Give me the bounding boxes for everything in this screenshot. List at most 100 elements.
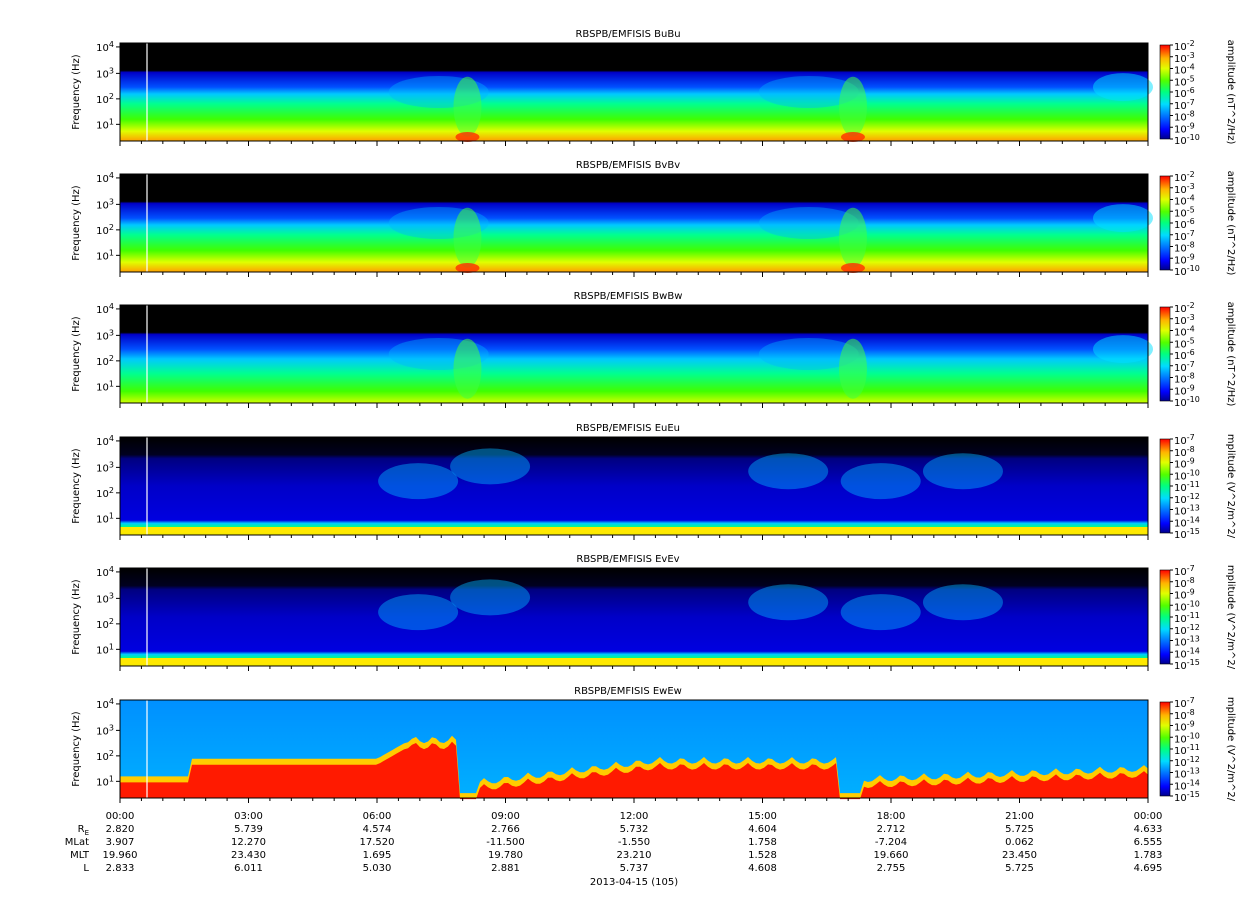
- ephemeris-value: 1.758: [748, 837, 777, 848]
- wave-emission: [748, 453, 829, 490]
- colorbar-tick-label: 10-10: [1174, 599, 1200, 613]
- spectrogram-image: [120, 437, 1148, 535]
- colorbar-tick-label: 10-13: [1174, 635, 1200, 649]
- colorbar-tick-label: 10-6: [1174, 348, 1195, 362]
- colorbar-tick-label: 10-9: [1174, 121, 1195, 135]
- x-tick-label: 18:00: [877, 811, 906, 822]
- colorbar-tick-label: 10-3: [1174, 313, 1195, 327]
- colorbar: [1159, 175, 1171, 271]
- colorbar-tick-label: 10-11: [1174, 611, 1200, 625]
- wave-emission: [838, 207, 867, 268]
- colorbar-tick-label: 10-2: [1174, 301, 1195, 315]
- wave-emission: [840, 263, 865, 273]
- colorbar-tick-label: 10-8: [1174, 241, 1195, 255]
- colorbar-tick-label: 10-9: [1174, 588, 1195, 602]
- colorbar-tick-label: 10-8: [1174, 445, 1195, 459]
- colorbar-tick-label: 10-3: [1174, 182, 1195, 196]
- colorbar-tick-label: 10-7: [1174, 564, 1195, 578]
- colorbar-label: amplitude (nT^2/Hz): [1225, 171, 1236, 276]
- ephemeris-value: 2.712: [877, 824, 906, 835]
- colorbar-tick-label: 10-12: [1174, 492, 1200, 506]
- spectrogram-panel: RBSPB/EMFISIS EwEw 101 102 103 104 Frequency …: [71, 686, 1236, 804]
- x-tick-label: 00:00: [1134, 811, 1163, 822]
- ephemeris-value: 5.030: [363, 863, 392, 874]
- ephemeris-value: 19.960: [103, 850, 138, 861]
- ephemeris-value: 5.725: [1005, 863, 1034, 874]
- colorbar-tick-label: 10-8: [1174, 576, 1195, 590]
- wave-emission: [450, 579, 531, 616]
- wave-emission: [453, 207, 482, 268]
- colorbar-tick-label: 10-9: [1174, 383, 1195, 397]
- wave-emission: [840, 132, 865, 142]
- colorbar-tick-label: 10-13: [1174, 767, 1200, 781]
- colorbar-tick-label: 10-10: [1174, 468, 1200, 482]
- wave-emission: [1093, 335, 1153, 364]
- colorbar-tick-label: 10-6: [1174, 217, 1195, 231]
- panel-title: RBSPB/EMFISIS EvEv: [576, 554, 679, 565]
- y-tick-label: 102: [96, 486, 114, 500]
- ephemeris-value: 2.881: [491, 863, 520, 874]
- ephemeris-row-label: MLat: [65, 837, 89, 848]
- y-tick-label: 104: [96, 40, 114, 54]
- ephemeris-block: 00:00 03:00 06:00 09:00 12:00 15:00 18:00 21:00…: [65, 811, 1163, 888]
- panel-title: RBSPB/EMFISIS EwEw: [574, 686, 682, 697]
- x-tick-label: 12:00: [620, 811, 649, 822]
- ephemeris-row-label: RE: [78, 824, 89, 837]
- ephemeris-value: 4.633: [1134, 824, 1163, 835]
- y-axis-label: Frequency (Hz): [71, 54, 82, 130]
- wave-emission: [758, 76, 859, 108]
- y-tick-label: 102: [96, 749, 114, 763]
- colorbar: [1159, 306, 1171, 402]
- y-tick-label: 101: [96, 117, 114, 131]
- ephemeris-value: -1.550: [618, 837, 650, 848]
- colorbar: [1159, 569, 1171, 665]
- x-tick-label: 15:00: [748, 811, 777, 822]
- colorbar-tick-label: 10-9: [1174, 720, 1195, 734]
- ephemeris-value: -7.204: [875, 837, 907, 848]
- y-axis-label: Frequency (Hz): [71, 711, 82, 787]
- wave-band: [120, 741, 1148, 800]
- colorbar-tick-label: 10-2: [1174, 39, 1195, 53]
- y-tick-label: 101: [96, 774, 114, 788]
- y-tick-label: 103: [96, 460, 114, 474]
- y-tick-label: 104: [96, 434, 114, 448]
- wave-emission: [758, 338, 859, 370]
- ephemeris-value: 23.450: [1002, 850, 1037, 861]
- ephemeris-value: 0.062: [1005, 837, 1034, 848]
- spectrogram-image: [120, 43, 1148, 141]
- x-tick-label: 06:00: [363, 811, 392, 822]
- colorbar-tick-label: 10-8: [1174, 110, 1195, 124]
- wave-emission: [838, 76, 867, 137]
- colorbar-tick-label: 10-12: [1174, 755, 1200, 769]
- ephemeris-value: 1.695: [363, 850, 392, 861]
- y-tick-label: 102: [96, 223, 114, 237]
- colorbar-tick-label: 10-15: [1174, 527, 1200, 541]
- wave-emission: [453, 338, 482, 399]
- y-tick-label: 102: [96, 92, 114, 106]
- colorbar-tick-label: 10-4: [1174, 194, 1195, 208]
- colorbar-label: mplitude (V^2/m^2/: [1225, 434, 1236, 539]
- colorbar-tick-label: 10-7: [1174, 433, 1195, 447]
- spectrogram-panel: RBSPB/EMFISIS BvBv 101 102 103 104 Frequency …: [71, 160, 1236, 278]
- spectrogram-image: [120, 568, 1148, 666]
- ephemeris-value: 19.660: [874, 850, 909, 861]
- wave-emission: [450, 448, 531, 485]
- y-tick-label: 101: [96, 511, 114, 525]
- ephemeris-value: -11.500: [486, 837, 525, 848]
- colorbar-tick-label: 10-6: [1174, 86, 1195, 100]
- colorbar-tick-label: 10-15: [1174, 790, 1200, 804]
- y-axis-label: Frequency (Hz): [71, 316, 82, 392]
- wave-emission: [453, 76, 482, 137]
- ephemeris-value: 5.737: [620, 863, 649, 874]
- date-label: 2013-04-15 (105): [590, 877, 678, 888]
- colorbar-tick-label: 10-7: [1174, 229, 1195, 243]
- y-tick-label: 103: [96, 197, 114, 211]
- panel-title: RBSPB/EMFISIS EuEu: [576, 423, 680, 434]
- ephemeris-value: 2.766: [491, 824, 520, 835]
- colorbar-tick-label: 10-10: [1174, 395, 1200, 409]
- wave-band: [120, 658, 1148, 664]
- colorbar: [1159, 701, 1171, 797]
- wave-emission: [922, 453, 1003, 490]
- ephemeris-value: 3.907: [106, 837, 135, 848]
- y-tick-label: 104: [96, 697, 114, 711]
